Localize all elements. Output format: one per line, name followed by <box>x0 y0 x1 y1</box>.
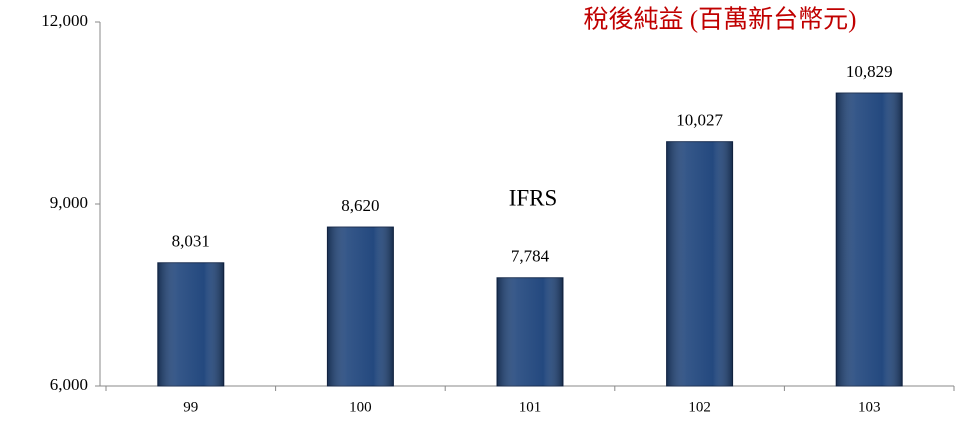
value-label: 10,829 <box>846 62 893 81</box>
annotation: IFRS <box>509 185 558 210</box>
value-label: 10,027 <box>676 111 723 130</box>
x-tick-label: 99 <box>183 399 198 415</box>
chart-title: 稅後純益 (百萬新台幣元) <box>584 6 857 34</box>
y-tick-label: 9,000 <box>50 193 88 212</box>
bar-shine <box>666 141 733 386</box>
value-label: 7,784 <box>511 247 550 266</box>
x-tick-label: 101 <box>519 399 542 415</box>
bar-shine <box>157 262 224 386</box>
x-tick-label: 102 <box>688 399 711 415</box>
bar-shine <box>497 277 563 386</box>
value-label: 8,620 <box>341 196 379 215</box>
x-tick-label: 103 <box>858 399 881 415</box>
y-tick-label: 6,000 <box>50 375 88 394</box>
x-tick-label: 100 <box>349 399 372 415</box>
y-tick-label: 12,000 <box>41 11 88 30</box>
value-label: 8,031 <box>172 232 210 251</box>
bar-shine <box>836 93 903 387</box>
bar-shine <box>327 227 394 386</box>
